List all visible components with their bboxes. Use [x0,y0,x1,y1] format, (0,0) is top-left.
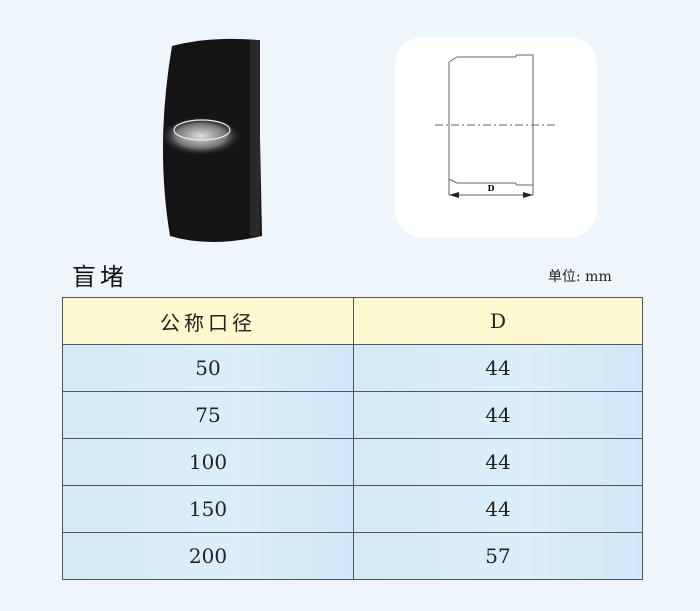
cell-d: 44 [353,485,643,533]
cell-size: 150 [62,485,354,533]
spec-table: 公称口径 D 50 44 75 44 100 44 150 44 200 57 [62,297,643,580]
table-row: 50 44 [62,344,643,392]
cell-d: 44 [353,391,643,439]
cell-d: 57 [353,532,643,580]
table-header-row: 公称口径 D [62,297,643,345]
cell-d: 44 [353,344,643,392]
table-row: 75 44 [62,391,643,439]
table-row: 150 44 [62,485,643,533]
unit-label: 单位: mm [548,269,612,285]
table-row: 200 57 [62,532,643,580]
cell-d: 44 [353,438,643,486]
product-photo [150,36,270,246]
cell-size: 200 [62,532,354,580]
table-row: 100 44 [62,438,643,486]
cell-size: 75 [62,391,354,439]
product-title: 盲堵 [72,263,128,291]
dimension-drawing: D [395,37,597,237]
header-nominal-diameter: 公称口径 [62,297,354,345]
cell-size: 50 [62,344,354,392]
header-d: D [353,297,643,345]
dimension-label: D [488,183,495,193]
cell-size: 100 [62,438,354,486]
